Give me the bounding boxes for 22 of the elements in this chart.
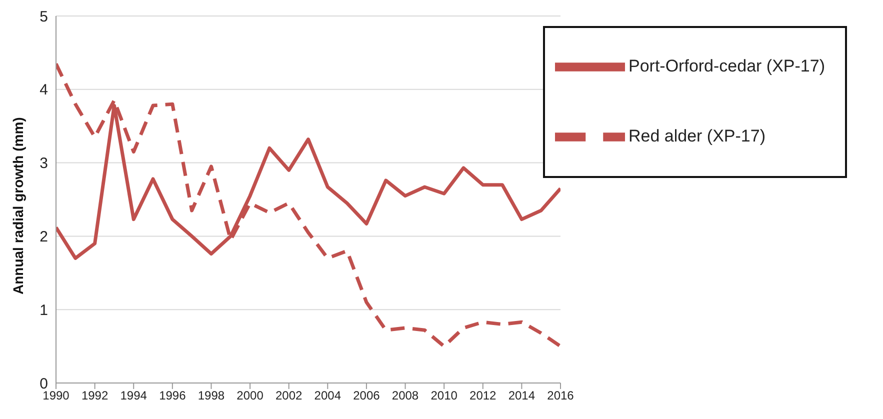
x-tick-label: 2008 <box>392 388 419 403</box>
line-series <box>56 62 560 348</box>
legend-label: Red alder (XP-17) <box>628 126 766 146</box>
x-tick-label: 2002 <box>275 388 303 403</box>
x-tick-label: 2012 <box>470 388 497 403</box>
y-tick-label: 5 <box>40 8 48 26</box>
y-axis-title: Annual radial growth (mm) <box>10 117 26 294</box>
y-tick-label: 2 <box>40 228 48 246</box>
y-tick-label: 3 <box>40 155 48 172</box>
x-tick-label: 1996 <box>159 388 186 403</box>
y-tick-label: 4 <box>40 82 48 99</box>
x-tick-label: 2016 <box>547 388 574 403</box>
x-tick-label: 1994 <box>120 388 148 403</box>
x-tick-label: 2006 <box>353 388 380 403</box>
x-tick-label: 2000 <box>236 388 264 403</box>
y-tick-label: 1 <box>40 302 48 319</box>
x-tick-label: 2014 <box>508 388 536 403</box>
x-tick-label: 2004 <box>314 388 342 403</box>
x-tick-label: 1992 <box>81 388 108 403</box>
x-tick-label: 1998 <box>198 388 225 403</box>
x-tick-label: 2010 <box>430 388 458 403</box>
legend-label: Port-Orford-cedar (XP-17) <box>628 56 825 76</box>
